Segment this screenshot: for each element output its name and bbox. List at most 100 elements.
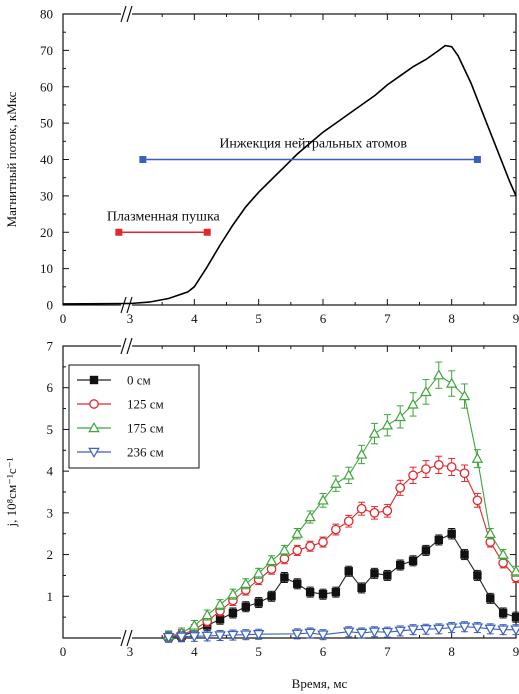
series-1 [163,455,519,643]
y-tick-label: 40 [40,152,53,167]
data-point [201,609,213,620]
annotation-endpoint [473,156,481,163]
axis-break-mark [120,5,127,23]
x-tick-label: 0 [60,644,67,659]
data-point [227,588,239,599]
x-tick-label: 4 [191,311,198,326]
data-point [355,448,368,459]
data-point [459,468,470,479]
y-tick-label: 60 [40,79,53,94]
data-point [356,503,367,514]
legend: 0 см 125 см 175 см 236 см [68,364,200,469]
axis-break-mask [121,5,132,23]
data-point [330,477,342,488]
data-point [317,494,329,505]
current-density-panel: 1 2 3 4 5 6 7 0 3 4 5 6 7 8 9 j, 10⁸см⁻¹с⁻¹ Время, мс 0 с… [4,337,519,691]
data-point [355,628,368,640]
data-point [318,590,328,599]
y-tick-label: 2 [47,547,54,562]
data-point [305,587,315,597]
y-tick-label: 5 [47,422,54,437]
data-point [175,632,188,643]
data-point [343,516,354,527]
data-point [408,556,418,566]
x-tick-label: 9 [513,644,519,659]
data-point [458,390,471,401]
legend-label: 236 см [127,445,164,460]
data-point [368,427,381,438]
x-tick-label: 8 [448,311,455,326]
series-line [168,374,517,637]
data-point [331,524,341,535]
data-point [510,565,519,576]
data-point [408,470,418,481]
legend-label: 175 см [127,421,164,436]
annotation-label: Инжекция нейтральных атомов [219,137,407,152]
data-point [162,632,175,644]
y-tick-label: 1 [47,589,54,604]
y-tick-label: 7 [47,339,54,354]
data-point [88,447,100,459]
data-point [381,627,394,639]
data-point [265,554,278,566]
data-point [278,544,291,555]
data-point [343,469,355,480]
x-tick-label: 5 [255,311,262,326]
data-point [420,385,432,397]
magnetic-flux-panel: 0 10 20 30 40 50 60 70 80 0 3 4 5 6 7 8 9 Магнитный поток… [4,5,519,326]
x-tick-label: 4 [191,644,198,659]
data-point [433,624,445,635]
data-point [291,629,303,640]
data-point [188,619,201,630]
data-point [421,464,431,474]
data-point [420,625,432,636]
data-point [228,608,238,618]
data-point [407,398,419,409]
axis-break-mask [121,296,132,314]
data-point [471,452,484,463]
data-point [254,598,263,607]
axis-break-mark [120,337,127,355]
data-point [343,627,355,638]
y-tick-label: 20 [40,225,53,240]
data-point [305,541,315,552]
data-point [357,583,366,593]
data-point [433,460,444,470]
data-point [368,627,381,638]
data-point [511,612,519,622]
annotation-endpoint [203,228,211,236]
annotation-endpoint [115,228,123,236]
data-point [344,567,353,576]
data-point [446,462,457,472]
data-point [445,377,458,388]
data-point [471,623,484,634]
axis-break-mark [126,337,133,355]
data-point [88,421,100,433]
axis-break-mask [121,337,132,355]
data-point [201,631,213,642]
x-tick-label: 7 [384,644,391,659]
data-point [318,537,328,547]
data-point [472,495,483,506]
data-point [447,529,456,538]
data-point [382,505,393,516]
y-tick-label: 0 [47,298,54,313]
x-tick-label: 9 [513,311,519,326]
axis-break-mark [120,629,127,647]
data-point [498,608,508,618]
x-tick-label: 5 [255,644,262,659]
data-point [381,419,394,430]
series-3 [162,621,519,644]
data-point [421,546,431,555]
x-tick-label: 6 [320,644,327,659]
data-point [188,632,201,643]
x-tick-label: 8 [448,644,455,659]
axis-break-mark [120,296,127,314]
data-point [304,510,316,522]
y-tick-label: 4 [47,464,54,479]
data-point [252,630,265,641]
data-point [473,571,482,580]
data-point [215,615,225,624]
y-tick-label: 70 [40,43,53,58]
